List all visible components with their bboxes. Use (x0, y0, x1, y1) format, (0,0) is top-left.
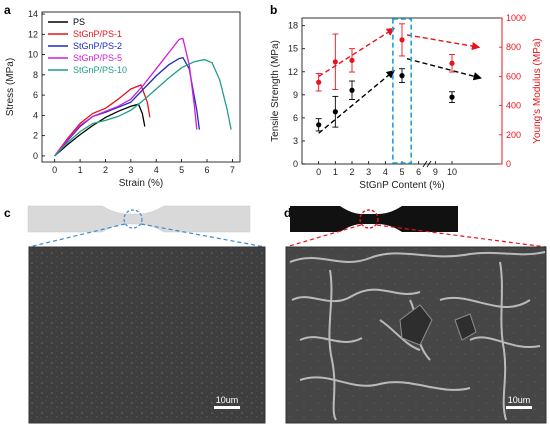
strength-point (316, 122, 322, 128)
x-tick-label-a: 3 (128, 165, 133, 175)
y2-tick-label-b: 400 (506, 101, 521, 111)
modulus-trend-arrow (406, 34, 481, 51)
y-tick-label-a: 14 (28, 9, 38, 19)
zoom-line-d-right (376, 224, 547, 248)
x-tick-label-a: 5 (179, 165, 184, 175)
y-axis-title-b: Tensile Strength (MPa) (270, 40, 281, 142)
sem-cell-shapes (399, 304, 477, 346)
y-tick-label-a: 6 (33, 90, 38, 100)
zoom-circle-d (359, 209, 379, 229)
y-tick-label-b: 0 (293, 159, 298, 169)
zoom-line-c-left (28, 223, 126, 248)
scale-bar-d (506, 406, 532, 409)
y-axis-title-a: Stress (MPa) (5, 58, 16, 116)
panel-a-letter: a (4, 3, 11, 17)
legend-label-a: StGnP/PS-10 (73, 65, 127, 75)
strength-point (449, 94, 455, 100)
x-tick-label-b: 2 (349, 167, 354, 177)
sem-network-texture (289, 251, 546, 421)
panel-b-letter: b (270, 3, 277, 17)
y-tick-label-a: 8 (33, 70, 38, 80)
x-axis-title-a: Strain (%) (119, 178, 163, 189)
zoom-circle-c (123, 209, 143, 229)
legend-label-a: StGnP/PS-2 (73, 41, 122, 51)
y-tick-label-a: 12 (28, 29, 38, 39)
highlight-box-5-percent (392, 18, 412, 164)
legend-label-a: StGnP/PS-1 (73, 29, 122, 39)
series-line-stgnp-ps-1 (54, 84, 151, 157)
y-tick-label-a: 2 (33, 131, 38, 141)
panel-d-letter: d (284, 206, 291, 220)
x-tick-label-b: 9 (433, 167, 438, 177)
sem-image-c (28, 246, 266, 424)
axis-break-mark (426, 160, 432, 168)
gray-dogbone-specimen (27, 205, 251, 233)
x-tick-label-a: 2 (103, 165, 108, 175)
legend-label-a: PS (73, 17, 85, 27)
x-tick-label-a: 6 (204, 165, 209, 175)
modulus-point (349, 57, 355, 63)
y-tick-label-b: 12 (288, 67, 298, 77)
strength-trend-arrow (318, 69, 395, 134)
strength-point (399, 73, 405, 79)
x-tick-label-b: 10 (447, 167, 457, 177)
strength-point (349, 87, 355, 93)
plot-frame-a (41, 11, 241, 163)
y2-tick-label-b: 200 (506, 130, 521, 140)
panel-d-sem: 10um (285, 206, 547, 424)
black-dogbone-specimen (290, 206, 458, 232)
scale-label-c: 10um (216, 395, 239, 405)
series-line-ps (54, 103, 146, 157)
panel-c-letter: c (4, 206, 11, 220)
y-tick-label-a: 10 (28, 50, 38, 60)
x-tick-label-b: 1 (333, 167, 338, 177)
scale-label-d: 10um (508, 395, 531, 405)
y2-tick-label-b: 1000 (506, 13, 526, 23)
x-axis-title-b: StGnP Content (%) (359, 180, 444, 191)
modulus-point (332, 59, 338, 65)
y2-tick-label-b: 800 (506, 42, 521, 52)
x-tick-label-a: 1 (78, 165, 83, 175)
y-tick-label-a: 0 (33, 151, 38, 161)
zoom-line-c-right (140, 223, 266, 248)
x-tick-label-a: 4 (154, 165, 159, 175)
y2-axis-title-b: Young's Modulus (MPa) (532, 38, 543, 143)
y-tick-label-b: 15 (288, 44, 298, 54)
strength-point (332, 109, 338, 115)
modulus-point (316, 79, 322, 85)
scale-bar-c (214, 406, 240, 409)
y-tick-label-b: 3 (293, 136, 298, 146)
strength-modulus-chart: 0 1 2 3 4 5 6 9 10036912151802004006008001000StG… (270, 13, 543, 191)
x-tick-label-b: 4 (383, 167, 388, 177)
zoom-line-d-left (285, 224, 362, 248)
x-tick-label-b: 3 (366, 167, 371, 177)
y2-tick-label-b: 0 (506, 159, 511, 169)
y-tick-label-a: 4 (33, 110, 38, 120)
y-tick-label-b: 18 (288, 21, 298, 31)
y-tick-label-b: 6 (293, 113, 298, 123)
y-tick-label-b: 9 (293, 90, 298, 100)
series-line-stgnp-ps-10 (54, 58, 232, 157)
x-tick-label-a: 0 (52, 165, 57, 175)
axis-break-mark (422, 160, 428, 168)
panel-c-sem: 10um (27, 205, 266, 424)
y2-tick-label-b: 600 (506, 71, 521, 81)
x-tick-label-b: 5 (399, 167, 404, 177)
legend-label-a: StGnP/PS-5 (73, 53, 122, 63)
x-tick-label-b: 6 (416, 167, 421, 177)
x-tick-label-a: 7 (230, 165, 235, 175)
modulus-trend-arrow (318, 27, 396, 77)
x-tick-label-b: 0 (316, 167, 321, 177)
modulus-point (399, 37, 405, 43)
modulus-point (449, 60, 455, 66)
strength-trend-arrow (406, 58, 482, 81)
series-line-stgnp-ps-5 (54, 37, 198, 157)
